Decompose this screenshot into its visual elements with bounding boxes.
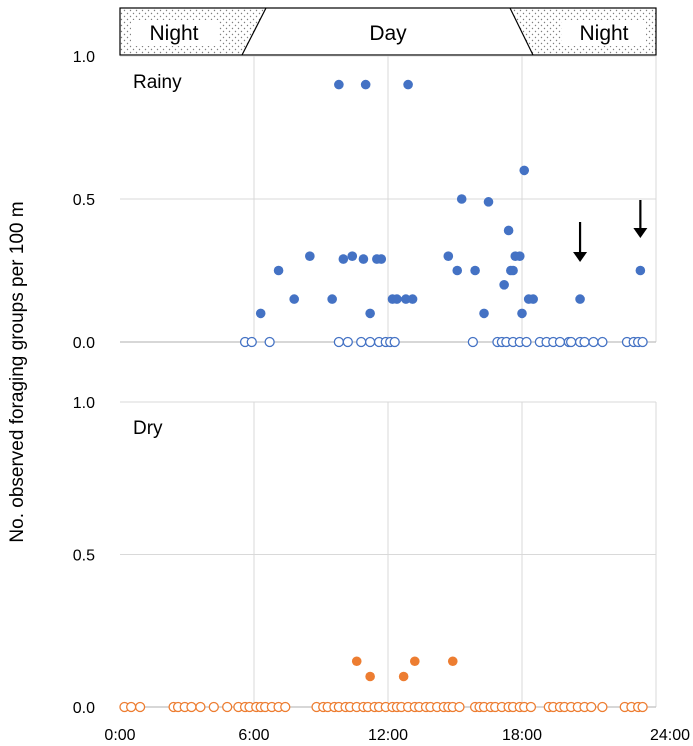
x-tick-label: 12:00	[368, 727, 408, 744]
point-rainy-zero	[389, 336, 400, 348]
point-rainy	[255, 308, 266, 319]
day-night-band: Night Day Night	[119, 7, 657, 56]
band-label-night-right: Night	[579, 22, 628, 45]
point-rainy	[635, 265, 646, 276]
point-rainy	[470, 265, 480, 276]
point-dry-zero	[208, 701, 219, 713]
x-tick-label: 0:00	[104, 727, 135, 744]
point-dry	[410, 656, 420, 667]
panel-label-rainy: Rainy	[133, 72, 182, 93]
point-rainy	[327, 294, 337, 304]
point-dry-zero	[186, 701, 197, 713]
point-rainy	[517, 308, 527, 319]
point-rainy-zero	[554, 336, 566, 348]
point-rainy	[347, 251, 358, 261]
point-rainy	[452, 265, 463, 276]
point-rainy	[528, 294, 538, 304]
y-tick-label: 0.0	[73, 700, 95, 717]
point-rainy	[360, 79, 371, 90]
point-rainy	[334, 79, 344, 90]
point-rainy-zero	[356, 336, 367, 348]
point-dry	[351, 656, 362, 667]
annotation-arrow-head	[633, 228, 648, 238]
point-rainy-zero	[565, 336, 577, 348]
point-rainy	[503, 225, 514, 236]
annotation-arrow-head	[573, 252, 588, 262]
point-rainy	[338, 254, 349, 264]
point-rainy-zero	[246, 336, 257, 348]
point-rainy	[575, 294, 585, 304]
band-divider-right	[509, 7, 534, 56]
x-tick-label: 24:00	[650, 727, 690, 744]
point-rainy	[358, 254, 369, 264]
point-rainy	[401, 294, 411, 304]
point-rainy	[519, 165, 530, 176]
point-rainy	[273, 265, 284, 276]
point-rainy	[376, 254, 387, 264]
point-dry-zero	[454, 701, 465, 713]
point-dry-zero	[586, 701, 597, 713]
point-dry-zero	[597, 701, 608, 713]
y-tick-label: 1.0	[73, 395, 95, 412]
point-rainy-zero	[597, 336, 608, 348]
point-rainy	[365, 308, 375, 319]
y-tick-label: 1.0	[73, 49, 95, 66]
point-rainy	[499, 280, 509, 290]
point-rainy	[483, 197, 494, 207]
point-dry	[398, 671, 409, 682]
point-rainy	[508, 265, 518, 276]
y-tick-label: 0.5	[73, 548, 95, 565]
point-dry-zero	[195, 701, 206, 713]
band-divider-left	[241, 7, 267, 56]
point-dry-zero	[222, 701, 233, 713]
point-rainy	[407, 294, 418, 304]
point-rainy-zero	[637, 336, 648, 348]
point-rainy-zero	[264, 336, 275, 348]
point-dry-zero	[134, 701, 146, 713]
point-rainy	[443, 251, 454, 261]
point-dry	[365, 671, 375, 682]
point-rainy-zero	[342, 336, 353, 348]
point-rainy-zero	[364, 336, 376, 348]
y-axis-title: No. observed foraging groups per 100 m	[7, 201, 28, 542]
point-dry-zero	[126, 701, 137, 713]
point-rainy-zero	[521, 336, 532, 348]
point-rainy	[305, 251, 315, 261]
point-rainy	[514, 251, 525, 261]
point-rainy	[392, 294, 402, 304]
x-tick-label: 18:00	[502, 727, 542, 744]
point-rainy	[403, 79, 413, 90]
y-tick-label: 0.0	[73, 335, 95, 352]
y-tick-label: 0.5	[73, 192, 95, 209]
band-label-day: Day	[369, 22, 407, 45]
point-rainy	[289, 294, 300, 304]
point-dry-zero	[280, 701, 291, 713]
point-dry-zero	[637, 701, 648, 713]
point-dry	[447, 656, 458, 667]
point-rainy	[456, 194, 467, 204]
point-rainy-zero	[579, 336, 590, 348]
point-rainy-zero	[588, 336, 599, 348]
point-rainy	[479, 308, 489, 319]
x-tick-label: 6:00	[238, 727, 269, 744]
point-rainy-zero	[333, 336, 345, 348]
panel-dry: 0.0 0.5 1.0 Dry	[73, 395, 657, 717]
band-outline	[119, 7, 657, 56]
panel-label-dry: Dry	[133, 418, 163, 439]
band-label-night-left: Night	[149, 22, 198, 45]
x-axis-ticks: 0:00 6:00 12:00 18:00 24:00	[104, 727, 690, 744]
point-rainy-zero	[467, 336, 479, 348]
panel-rainy: 0.0 0.5 1.0 Rainy	[73, 49, 657, 352]
point-dry-zero	[525, 701, 537, 713]
